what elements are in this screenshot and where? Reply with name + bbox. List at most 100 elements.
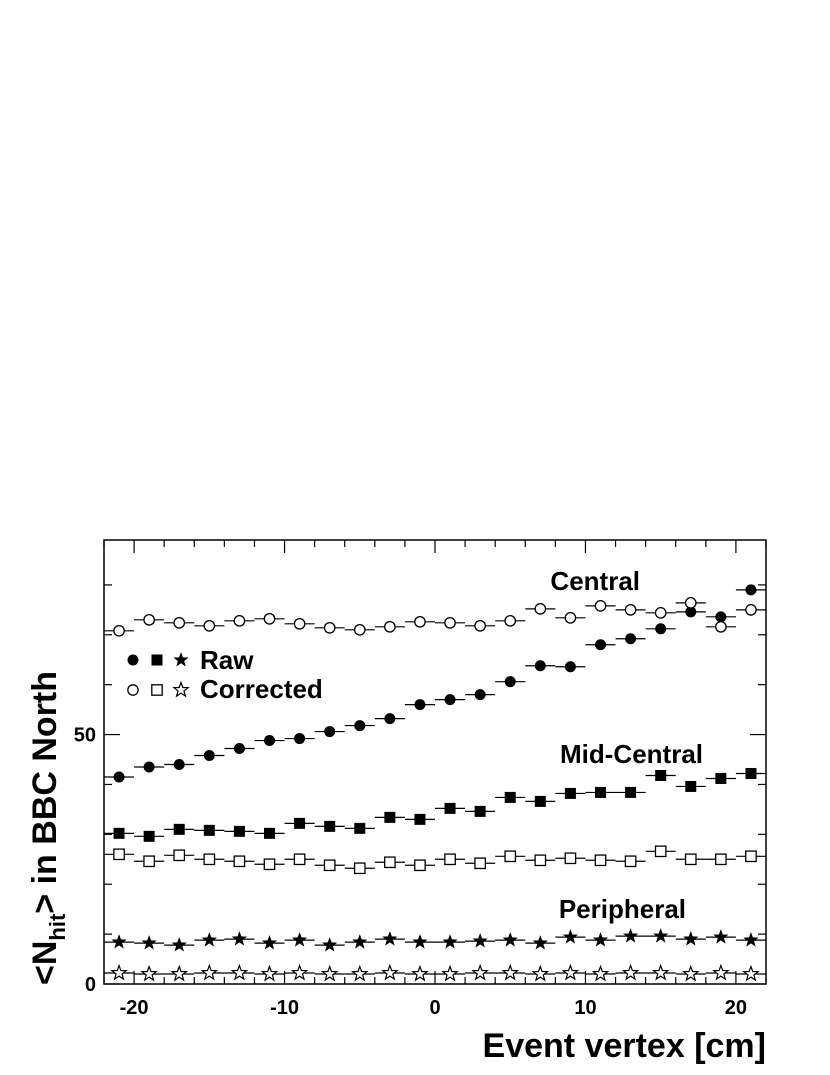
data-point	[261, 935, 278, 950]
data-point	[531, 964, 550, 982]
data-point	[201, 932, 217, 947]
data-point	[293, 617, 306, 630]
data-point	[501, 963, 520, 981]
data-point	[684, 597, 697, 609]
data-point	[354, 720, 366, 732]
data-point	[233, 614, 246, 627]
data-point	[263, 612, 276, 625]
legend-symbol	[151, 654, 163, 666]
data-point	[594, 854, 607, 867]
data-point	[414, 813, 426, 825]
data-point	[715, 853, 727, 866]
data-point	[653, 928, 669, 943]
data-point	[622, 928, 639, 943]
data-point	[472, 933, 488, 948]
data-point	[411, 964, 429, 982]
data-point	[233, 825, 245, 837]
data-point	[233, 855, 246, 868]
data-point	[381, 963, 399, 981]
data-point	[231, 931, 248, 946]
data-point	[712, 963, 730, 981]
y-axis-title: <Nhit> in BBC North	[26, 671, 70, 985]
data-point	[353, 862, 366, 875]
data-point	[323, 621, 336, 634]
data-point	[621, 963, 640, 981]
data-point	[113, 624, 125, 637]
marks-layer	[104, 584, 766, 982]
data-point	[230, 963, 249, 981]
data-point	[444, 853, 456, 866]
data-point	[681, 964, 700, 982]
data-point	[504, 850, 517, 863]
x-tick-label: -10	[270, 997, 299, 1019]
series-peripheral-corrected	[104, 963, 766, 982]
data-point	[143, 855, 155, 868]
data-point	[324, 820, 336, 832]
data-point	[655, 623, 667, 635]
data-point	[294, 733, 306, 745]
data-point	[263, 858, 276, 871]
data-point	[324, 726, 336, 738]
data-point	[591, 964, 610, 982]
group-label-mid-central: Mid-Central	[560, 739, 703, 769]
data-point	[293, 853, 306, 866]
data-point	[534, 854, 547, 867]
data-point	[532, 935, 548, 950]
data-point	[264, 827, 275, 839]
data-point	[444, 802, 456, 814]
data-point	[294, 817, 306, 829]
series-central-raw	[104, 584, 766, 783]
x-tick-label: 0	[429, 997, 440, 1019]
data-point	[143, 761, 155, 773]
data-point	[414, 699, 426, 711]
data-point	[595, 786, 606, 798]
data-point	[260, 964, 279, 982]
data-point	[471, 963, 489, 981]
data-point	[200, 963, 219, 981]
data-point	[203, 853, 216, 866]
series-mid-central-raw	[104, 767, 766, 842]
x-tick-label: -20	[120, 997, 149, 1019]
data-point	[745, 767, 757, 779]
series-peripheral-raw	[104, 928, 766, 952]
x-tick-label: 20	[725, 997, 747, 1019]
data-point	[713, 929, 729, 944]
data-point	[504, 676, 516, 688]
data-point	[412, 934, 428, 949]
data-point	[654, 606, 667, 619]
group-label-peripheral: Peripheral	[559, 894, 686, 924]
data-point	[143, 613, 155, 626]
series-mid-central-corrected	[104, 845, 766, 875]
data-point	[113, 827, 125, 839]
data-point	[444, 616, 456, 629]
data-point	[745, 584, 757, 596]
data-point	[320, 964, 339, 982]
y-axis-title-post: > in BBC North	[26, 671, 64, 914]
data-point	[353, 623, 366, 636]
data-point	[715, 620, 727, 633]
data-point	[715, 611, 727, 623]
data-point	[203, 619, 216, 632]
data-point	[654, 845, 667, 858]
y-axis-title-pre: <N	[26, 941, 64, 985]
data-point	[414, 859, 426, 872]
data-point	[382, 931, 398, 946]
data-point	[683, 931, 699, 946]
legend-symbol	[127, 654, 139, 666]
legend-corrected-label: Corrected	[200, 674, 323, 704]
data-point	[111, 934, 127, 949]
data-point	[384, 856, 396, 869]
data-point	[595, 639, 606, 651]
legend-raw-label: Raw	[200, 645, 254, 675]
series-central-corrected	[104, 597, 766, 637]
data-point	[742, 964, 760, 982]
data-point	[173, 849, 186, 862]
data-point	[113, 848, 125, 861]
data-point	[685, 606, 697, 618]
data-point	[655, 769, 667, 781]
y-axis-title-sub: hit	[45, 913, 70, 941]
data-point	[625, 786, 637, 798]
data-point	[745, 603, 757, 616]
legend-symbol	[173, 652, 189, 667]
legend-symbol	[172, 680, 190, 698]
